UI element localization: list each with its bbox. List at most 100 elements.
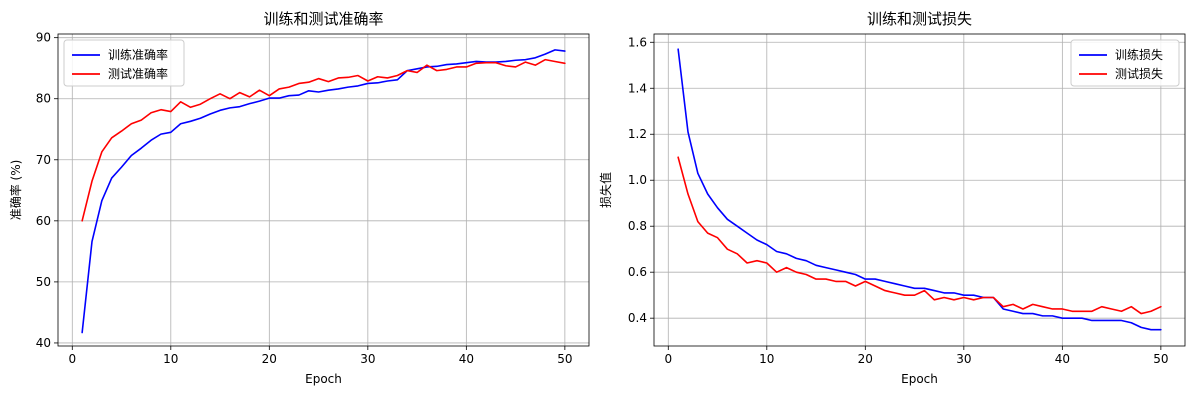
chart-panel-1: 0 10 20 30 40 50 40 50 60 70 80 90 训练和测试准确率 Epoch 准确率 … (8, 10, 590, 386)
data-point (387, 77, 389, 79)
data-point (239, 92, 241, 94)
x-tick-label: 20 (262, 352, 277, 366)
data-point (367, 80, 369, 82)
data-point (766, 244, 768, 246)
data-point (357, 85, 359, 87)
data-point (160, 109, 162, 111)
x-tick-label: 40 (459, 352, 474, 366)
data-point (495, 62, 497, 64)
y-tick-label: 0.6 (628, 265, 647, 279)
x-tick-label: 50 (1153, 352, 1168, 366)
y-tick-label: 0.8 (628, 219, 647, 233)
y-tick-label: 40 (36, 336, 51, 350)
axes-frame (57, 33, 590, 347)
x-tick-label: 20 (858, 352, 873, 366)
data-point (269, 97, 271, 99)
y-tick-label: 1.4 (628, 81, 647, 95)
data-point (357, 75, 359, 77)
data-point (81, 332, 83, 334)
data-point (687, 131, 689, 133)
data-point (1121, 310, 1123, 312)
data-point (160, 133, 162, 135)
data-point (505, 61, 507, 63)
x-axis-label: Epoch (305, 372, 342, 386)
x-tick-label: 10 (163, 352, 178, 366)
data-point (436, 70, 438, 72)
data-point (1131, 322, 1133, 324)
data-point (337, 77, 339, 79)
data-point (328, 89, 330, 91)
data-point (776, 271, 778, 273)
data-point (953, 292, 955, 294)
series-line-1 (81, 49, 566, 334)
data-point (259, 89, 261, 91)
data-point (288, 95, 290, 97)
data-point (91, 180, 93, 182)
data-point (456, 66, 458, 68)
data-point (318, 78, 320, 80)
data-point (756, 260, 758, 262)
data-point (874, 278, 876, 280)
data-point (308, 90, 310, 92)
data-point (746, 232, 748, 234)
x-tick-label: 10 (759, 352, 774, 366)
data-point (1052, 315, 1054, 317)
data-point (544, 53, 546, 55)
y-tick-label: 70 (36, 153, 51, 167)
data-point (855, 285, 857, 287)
data-point (736, 253, 738, 255)
data-point (121, 130, 123, 132)
data-point (796, 271, 798, 273)
data-point (200, 117, 202, 119)
data-point (190, 121, 192, 123)
data-point (924, 290, 926, 292)
data-point (756, 239, 758, 241)
data-point (525, 59, 527, 61)
data-point (515, 66, 517, 68)
data-point (1042, 306, 1044, 308)
data-point (505, 65, 507, 67)
data-point (219, 110, 221, 112)
data-point (865, 278, 867, 280)
series-line-1 (677, 48, 1162, 331)
data-point (1052, 308, 1054, 310)
data-point (1160, 329, 1162, 331)
y-tick-label: 1.0 (628, 173, 647, 187)
data-point (1002, 306, 1004, 308)
data-point (815, 278, 817, 280)
data-point (1131, 306, 1133, 308)
data-point (170, 132, 172, 134)
data-point (933, 290, 935, 292)
data-point (278, 88, 280, 90)
x-tick-label: 30 (956, 352, 971, 366)
data-point (855, 274, 857, 276)
data-point (515, 59, 517, 61)
data-point (1012, 310, 1014, 312)
data-point (406, 70, 408, 72)
data-point (1091, 320, 1093, 322)
data-point (91, 241, 93, 243)
data-point (835, 269, 837, 271)
data-point (1042, 315, 1044, 317)
data-point (140, 147, 142, 149)
data-point (766, 262, 768, 264)
data-point (150, 112, 152, 114)
data-point (943, 292, 945, 294)
data-point (249, 103, 251, 105)
data-point (727, 248, 729, 250)
data-point (1071, 317, 1073, 319)
data-point (377, 82, 379, 84)
data-point (229, 98, 231, 100)
data-point (707, 193, 709, 195)
data-point (554, 61, 556, 63)
data-point (111, 137, 113, 139)
data-point (727, 219, 729, 221)
data-point (298, 94, 300, 96)
data-point (200, 103, 202, 105)
data-point (446, 69, 448, 71)
data-point (825, 267, 827, 269)
data-point (328, 81, 330, 83)
data-point (564, 63, 566, 65)
